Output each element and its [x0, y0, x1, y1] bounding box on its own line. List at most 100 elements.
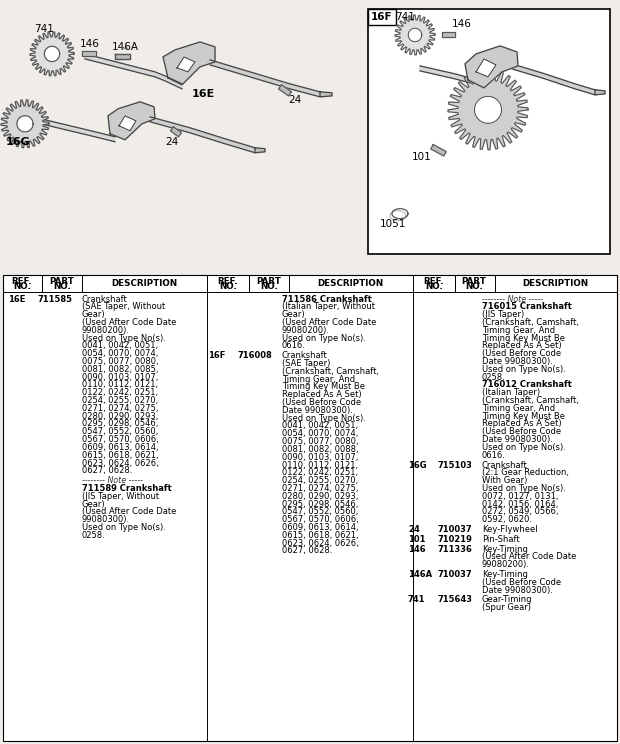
Text: (Italian Taper, Without: (Italian Taper, Without — [282, 302, 375, 312]
Text: 0081, 0082, 0088,: 0081, 0082, 0088, — [282, 445, 358, 454]
Polygon shape — [163, 42, 215, 85]
Text: Key-Timing: Key-Timing — [482, 545, 528, 554]
Text: 716015 Crankshaft: 716015 Crankshaft — [482, 302, 572, 312]
Text: 711586 Crankshaft: 711586 Crankshaft — [282, 295, 372, 304]
Text: 0258.: 0258. — [482, 373, 506, 382]
Text: With Gear): With Gear) — [482, 476, 528, 485]
Text: 0072, 0127, 0131,: 0072, 0127, 0131, — [482, 492, 559, 501]
Polygon shape — [595, 90, 605, 94]
Text: 741: 741 — [34, 24, 54, 34]
Text: Used on Type No(s).: Used on Type No(s). — [82, 523, 166, 532]
Text: PART: PART — [50, 277, 74, 286]
Text: (2:1 Gear Reduction,: (2:1 Gear Reduction, — [482, 468, 569, 478]
Text: 101: 101 — [412, 152, 432, 161]
Text: 716012 Crankshaft: 716012 Crankshaft — [482, 380, 572, 389]
Text: (SAE Taper, Without: (SAE Taper, Without — [82, 302, 166, 312]
Text: Key-Timing: Key-Timing — [482, 570, 528, 579]
Polygon shape — [431, 144, 446, 156]
Text: 0110, 0112, 0121,: 0110, 0112, 0121, — [82, 380, 158, 389]
Text: 99080200).: 99080200). — [82, 326, 130, 335]
Text: (Crankshaft, Camshaft,: (Crankshaft, Camshaft, — [282, 367, 379, 376]
Polygon shape — [408, 28, 422, 42]
Text: Timing Key Must Be: Timing Key Must Be — [482, 411, 565, 420]
Text: (SAE Taper): (SAE Taper) — [282, 359, 330, 368]
Text: (Used Before Code: (Used Before Code — [482, 427, 561, 436]
Text: Crankshaft: Crankshaft — [282, 351, 328, 360]
Text: 0054, 0070, 0074,: 0054, 0070, 0074, — [82, 349, 158, 358]
Polygon shape — [255, 148, 265, 153]
Polygon shape — [119, 116, 136, 131]
Text: 0122, 0242, 0251,: 0122, 0242, 0251, — [82, 388, 158, 397]
Polygon shape — [210, 60, 320, 97]
Text: 0627, 0628.: 0627, 0628. — [282, 546, 332, 556]
Text: -------- Note -----: -------- Note ----- — [82, 476, 143, 485]
Text: 0271, 0274, 0275,: 0271, 0274, 0275, — [82, 404, 159, 413]
Text: 1051: 1051 — [380, 219, 406, 228]
Text: Replaced As A Set): Replaced As A Set) — [282, 391, 361, 400]
Text: (Crankshaft, Camshaft,: (Crankshaft, Camshaft, — [482, 396, 579, 405]
Text: Date 99080300).: Date 99080300). — [482, 586, 553, 594]
Text: 0609, 0613, 0614,: 0609, 0613, 0614, — [282, 523, 358, 532]
Text: Gear): Gear) — [282, 310, 306, 319]
Polygon shape — [45, 120, 115, 142]
Text: Date 99080300).: Date 99080300). — [482, 357, 553, 366]
Text: 24: 24 — [165, 137, 179, 147]
Polygon shape — [395, 15, 435, 55]
Text: Replaced As A Set): Replaced As A Set) — [482, 341, 562, 350]
Polygon shape — [17, 116, 33, 132]
Text: 146A: 146A — [112, 42, 139, 52]
Text: (Spur Gear): (Spur Gear) — [482, 603, 531, 612]
Text: Used on Type No(s).: Used on Type No(s). — [282, 333, 366, 343]
Text: Date 99080300).: Date 99080300). — [282, 406, 353, 415]
Polygon shape — [442, 33, 455, 37]
Text: 0041, 0042, 0051,: 0041, 0042, 0051, — [82, 341, 158, 350]
Text: 0075, 0077, 0080,: 0075, 0077, 0080, — [82, 357, 159, 366]
Text: Timing Key Must Be: Timing Key Must Be — [482, 333, 565, 343]
Text: PART: PART — [461, 277, 487, 286]
Text: NO.: NO. — [465, 282, 483, 291]
Text: (Used Before Code: (Used Before Code — [282, 398, 361, 407]
Polygon shape — [150, 117, 255, 153]
Text: 0627, 0628.: 0627, 0628. — [82, 466, 133, 475]
Polygon shape — [1, 100, 49, 148]
Text: 710037: 710037 — [438, 525, 472, 534]
Text: 0090, 0103, 0107,: 0090, 0103, 0107, — [282, 453, 358, 462]
Text: 0616.: 0616. — [282, 341, 306, 350]
Text: 710219: 710219 — [438, 535, 473, 544]
Text: 101: 101 — [408, 535, 425, 544]
Text: 99080300).: 99080300). — [82, 515, 130, 525]
Text: 0623, 0624, 0626,: 0623, 0624, 0626, — [82, 458, 159, 467]
Text: (Used Before Code: (Used Before Code — [482, 349, 561, 358]
Polygon shape — [474, 96, 502, 124]
Polygon shape — [476, 59, 496, 77]
Polygon shape — [82, 51, 96, 57]
Text: Timing Gear, And: Timing Gear, And — [482, 404, 555, 413]
Text: 16G: 16G — [408, 461, 427, 469]
Text: (Crankshaft, Camshaft,: (Crankshaft, Camshaft, — [482, 318, 579, 327]
Text: 0254, 0255, 0270,: 0254, 0255, 0270, — [282, 476, 358, 485]
Text: 0295, 0298, 0546,: 0295, 0298, 0546, — [282, 499, 358, 509]
Text: Used on Type No(s).: Used on Type No(s). — [282, 414, 366, 423]
Text: Gear): Gear) — [82, 310, 105, 319]
Text: 0122, 0242, 0251,: 0122, 0242, 0251, — [282, 468, 358, 478]
Text: Timing Gear, And: Timing Gear, And — [482, 326, 555, 335]
Text: NO.: NO. — [425, 282, 443, 291]
Text: 741: 741 — [408, 595, 425, 604]
Text: 715643: 715643 — [438, 595, 473, 604]
Text: 711589 Crankshaft: 711589 Crankshaft — [82, 484, 172, 493]
Text: 0054, 0070, 0074,: 0054, 0070, 0074, — [282, 429, 358, 438]
Text: 0081, 0082, 0085,: 0081, 0082, 0085, — [82, 365, 159, 373]
Text: Timing Gear, And: Timing Gear, And — [282, 375, 355, 384]
Text: 0615, 0618, 0621,: 0615, 0618, 0621, — [282, 530, 358, 540]
Text: DESCRIPTION: DESCRIPTION — [111, 278, 177, 288]
Text: 716008: 716008 — [238, 351, 273, 360]
Polygon shape — [170, 126, 182, 137]
Text: 0609, 0613, 0614,: 0609, 0613, 0614, — [82, 443, 159, 452]
Text: 0090, 0103, 0107,: 0090, 0103, 0107, — [82, 373, 158, 382]
Polygon shape — [320, 92, 332, 97]
Text: 0615, 0618, 0621,: 0615, 0618, 0621, — [82, 451, 159, 460]
Text: REF.: REF. — [12, 277, 32, 286]
Text: REF.: REF. — [218, 277, 238, 286]
Polygon shape — [177, 57, 195, 72]
Text: 0142, 0156, 0164,: 0142, 0156, 0164, — [482, 499, 559, 509]
